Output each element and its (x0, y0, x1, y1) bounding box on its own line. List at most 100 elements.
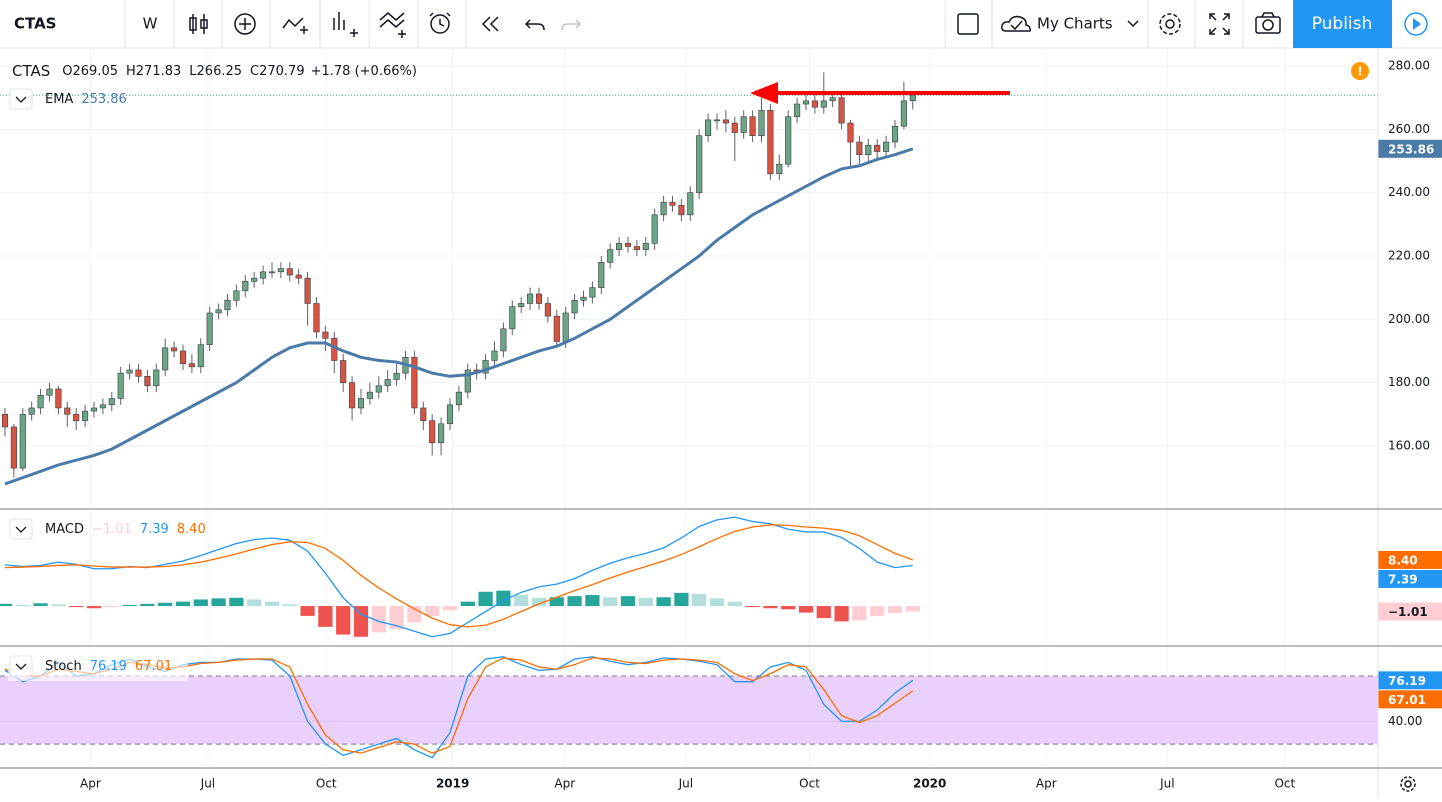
redo-icon[interactable] (561, 19, 582, 31)
candle-body (509, 306, 516, 330)
candle-body (580, 296, 587, 301)
candle-body (73, 413, 80, 421)
play-icon (1413, 18, 1421, 30)
candle-body (438, 423, 445, 444)
symbol-button[interactable]: CTAS (14, 15, 57, 33)
legend-toggle[interactable] (9, 655, 33, 677)
candle-body (99, 404, 106, 409)
legend-value: 253.86 (81, 92, 127, 107)
candle-body (518, 303, 525, 307)
legend-toggle-icon (15, 526, 27, 533)
chevron-icon[interactable] (1127, 20, 1139, 28)
legend-value: 7.39 (140, 522, 169, 537)
legend-toggle[interactable] (9, 88, 33, 110)
indicators-icon[interactable] (282, 17, 308, 34)
cloud-icon (1001, 15, 1031, 32)
legend-toggle[interactable] (9, 518, 33, 540)
candle-body (491, 350, 498, 361)
candle-body (464, 369, 471, 393)
undo-icon[interactable] (524, 19, 545, 31)
legend-key: L (189, 64, 197, 79)
candle-body (268, 271, 276, 274)
histogram-bar (798, 606, 814, 613)
candle-body (669, 201, 676, 206)
candle-body (411, 357, 418, 409)
histogram-bar (51, 604, 66, 607)
warning-icon[interactable] (1351, 62, 1369, 80)
time-axis-label: Apr (554, 777, 575, 791)
histogram-bar (158, 602, 173, 607)
legend-ohlc-value: 266.25 (197, 64, 243, 79)
histogram-bar (140, 603, 155, 607)
candle-body (544, 303, 551, 317)
histogram-bar (104, 606, 119, 608)
candle-body (562, 312, 569, 342)
axis-value-label: 67.01 (1388, 693, 1426, 707)
histogram-bar (781, 606, 796, 610)
histogram-bar (282, 604, 297, 607)
my-charts-button[interactable]: My Charts (1037, 15, 1113, 33)
time-axis-label: Oct (316, 777, 337, 791)
candle-body (731, 122, 738, 133)
financials-icon[interactable] (333, 12, 358, 37)
candle-body (535, 293, 543, 304)
toolbar: CTAS W My Charts Publish (0, 0, 1442, 49)
histogram-bar (425, 606, 440, 616)
candle-body (856, 141, 863, 155)
candle-body (740, 116, 747, 133)
pane-legend: CTAS O269.05 H271.83 L266.25 C270.79 +1.78 (+… (12, 62, 417, 80)
histogram-bar (763, 606, 778, 609)
templates-icon[interactable] (379, 12, 406, 38)
compare-icon[interactable] (234, 13, 256, 35)
histogram-bar (353, 606, 369, 637)
candle-body (571, 300, 578, 314)
candle-body (553, 315, 560, 342)
bars-style-icon[interactable] (189, 14, 208, 34)
publish-button[interactable] (1293, 0, 1392, 48)
histogram-bar (674, 592, 689, 607)
candle-body (242, 281, 249, 292)
indicator-line (4, 516, 913, 638)
candle-body (811, 100, 818, 108)
snapshot-icon[interactable] (1255, 12, 1281, 34)
time-axis-label: 2019 (436, 777, 469, 791)
candle-body (642, 243, 649, 250)
interval-button[interactable]: W (143, 15, 158, 33)
histogram-bar (247, 599, 262, 607)
histogram-bar (567, 596, 582, 607)
alert-icon[interactable] (429, 12, 451, 34)
play-button[interactable] (1404, 12, 1428, 36)
candle-body (90, 407, 98, 412)
histogram-bar (638, 597, 653, 607)
legend-key: O (62, 64, 72, 79)
legend-change: +1.78 (+0.66%) (311, 64, 417, 79)
price-axis-label: 180.00 (1388, 375, 1430, 389)
price-axis-label: 260.00 (1388, 122, 1430, 136)
replay-icon[interactable] (481, 16, 499, 32)
histogram-bar (514, 595, 529, 607)
candle-body (117, 372, 124, 399)
time-axis-label: Jul (1159, 777, 1174, 791)
candle-body (108, 398, 115, 406)
candle-body (10, 426, 17, 469)
candle-body (197, 344, 204, 368)
candle-body (429, 420, 436, 444)
legend-toggle-icon (15, 96, 27, 103)
histogram-bar (371, 606, 386, 633)
fullscreen-icon[interactable] (1209, 13, 1230, 35)
candle-body (589, 287, 596, 298)
candle-body (46, 388, 53, 396)
candle-body (126, 369, 133, 374)
axis-settings-icon[interactable] (1400, 776, 1416, 792)
price-axis-label: 200.00 (1388, 312, 1430, 326)
legend-bg (8, 655, 188, 681)
layout-icon[interactable] (957, 13, 979, 35)
histogram-bar (175, 601, 191, 607)
settings-icon[interactable] (1159, 13, 1181, 35)
candle-body (687, 192, 694, 216)
time-axis-label: Apr (1036, 777, 1057, 791)
legend-key: C (250, 64, 259, 79)
candle-body (375, 385, 382, 393)
histogram-bar (692, 593, 707, 607)
